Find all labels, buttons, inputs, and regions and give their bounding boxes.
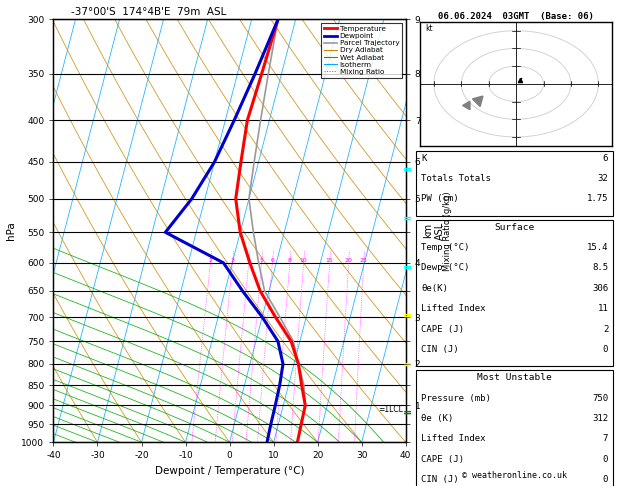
Text: Mixing Ratio (g/kg): Mixing Ratio (g/kg) [443,191,452,271]
Text: CIN (J): CIN (J) [421,475,459,485]
Text: 0: 0 [603,345,608,354]
Text: =: = [403,165,412,175]
Text: 7: 7 [603,434,608,444]
X-axis label: Dewpoint / Temperature (°C): Dewpoint / Temperature (°C) [155,466,304,476]
Text: Most Unstable: Most Unstable [477,373,552,382]
Text: θe (K): θe (K) [421,414,454,423]
Text: Lifted Index: Lifted Index [421,304,486,313]
Text: Totals Totals: Totals Totals [421,174,491,183]
Text: 25: 25 [360,258,368,263]
Text: K: K [421,154,427,163]
Y-axis label: hPa: hPa [6,222,16,240]
Text: 6: 6 [603,154,608,163]
Text: 2: 2 [603,325,608,334]
Text: =: = [403,360,412,369]
Text: Lifted Index: Lifted Index [421,434,486,444]
Text: kt: kt [426,24,433,33]
Text: 15.4: 15.4 [587,243,608,252]
Text: 8: 8 [288,258,292,263]
Text: Temp (°C): Temp (°C) [421,243,470,252]
Text: CAPE (J): CAPE (J) [421,455,464,464]
Text: Pressure (mb): Pressure (mb) [421,394,491,403]
Text: 0: 0 [603,455,608,464]
Text: 8.5: 8.5 [592,263,608,273]
Text: 3: 3 [230,258,235,263]
Text: 0: 0 [603,475,608,485]
Text: 6: 6 [270,258,274,263]
Text: PW (cm): PW (cm) [421,194,459,204]
Text: 1.75: 1.75 [587,194,608,204]
Text: =: = [403,262,412,272]
Text: © weatheronline.co.uk: © weatheronline.co.uk [462,471,567,480]
Text: 10: 10 [300,258,308,263]
Text: 32: 32 [598,174,608,183]
Text: 5: 5 [260,258,264,263]
Text: =: = [403,311,412,321]
Text: =: = [403,214,412,224]
Text: 750: 750 [592,394,608,403]
Text: θe(K): θe(K) [421,284,448,293]
Text: =1LCL: =1LCL [379,405,404,414]
Text: CIN (J): CIN (J) [421,345,459,354]
Text: 20: 20 [345,258,353,263]
Text: Surface: Surface [495,223,535,232]
Text: CAPE (J): CAPE (J) [421,325,464,334]
Text: -37°00'S  174°4B'E  79m  ASL: -37°00'S 174°4B'E 79m ASL [71,7,226,17]
Legend: Temperature, Dewpoint, Parcel Trajectory, Dry Adiabat, Wet Adiabat, Isotherm, Mi: Temperature, Dewpoint, Parcel Trajectory… [321,23,402,78]
Text: =: = [403,408,412,418]
Text: 11: 11 [598,304,608,313]
Text: 306: 306 [592,284,608,293]
Text: 4: 4 [247,258,251,263]
Text: 2: 2 [208,258,213,263]
Text: 15: 15 [326,258,333,263]
Text: 312: 312 [592,414,608,423]
Text: Dewp (°C): Dewp (°C) [421,263,470,273]
Text: 06.06.2024  03GMT  (Base: 06): 06.06.2024 03GMT (Base: 06) [438,12,594,21]
Y-axis label: km
ASL: km ASL [423,222,445,240]
